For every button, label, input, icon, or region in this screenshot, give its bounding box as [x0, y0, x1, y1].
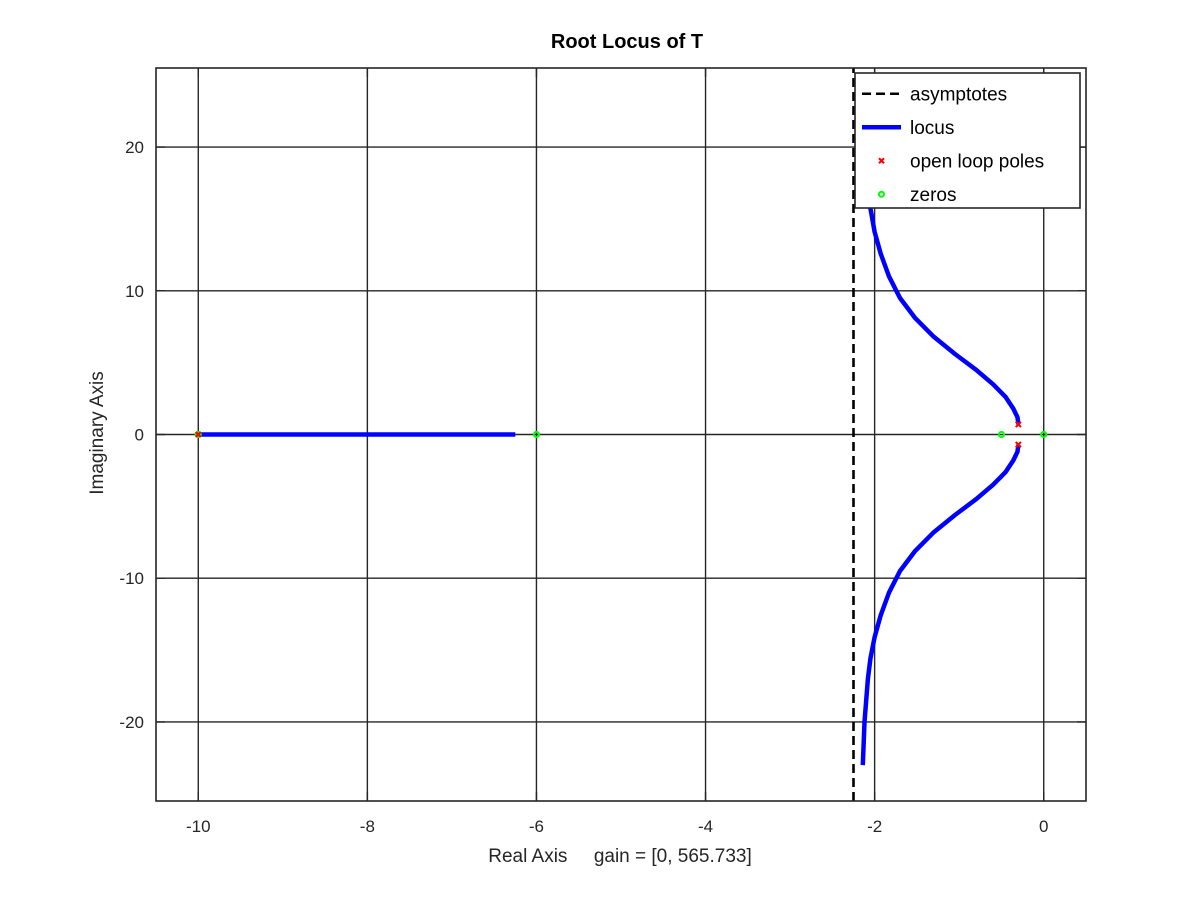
pole-marker [1015, 421, 1022, 428]
pole-marker-stroke [1015, 421, 1022, 428]
locus-branch [860, 444, 1021, 766]
pole-marker [1015, 441, 1022, 448]
x-axis-label: Real Axis gain = [0, 565.733] [488, 846, 752, 867]
y-tick-label: -20 [119, 713, 144, 732]
y-tick-label: -10 [119, 569, 144, 588]
x-tick-label: -4 [698, 817, 713, 836]
legend-label: open loop poles [910, 151, 1044, 172]
legend-label: zeros [910, 185, 956, 206]
y-tick-label: 20 [125, 138, 144, 157]
x-tick-label: -6 [529, 817, 544, 836]
zero-marker [532, 430, 541, 439]
legend-pole-swatch [878, 157, 885, 164]
pole-marker-stroke [1015, 441, 1022, 448]
locus-branch [866, 198, 1021, 425]
pole-marker-stroke [194, 431, 202, 438]
zero-marker [997, 430, 1006, 439]
legend-zero-swatch [878, 190, 885, 198]
legend-pole-stroke [878, 157, 885, 164]
legend-label: locus [910, 118, 954, 139]
chart-title: Root Locus of T [551, 31, 703, 53]
x-tick-label: -8 [360, 817, 375, 836]
legend: asymptotes locus open loop poles zeros [854, 72, 1081, 209]
y-tick-label: 0 [135, 426, 144, 445]
y-axis-label: Imaginary Axis [87, 371, 108, 495]
y-tick-label: 10 [125, 282, 144, 301]
axes-box [155, 67, 1087, 802]
legend-label: asymptotes [910, 84, 1007, 105]
data-layer [194, 68, 1048, 801]
x-tick-label: 0 [1039, 817, 1048, 836]
x-tick-label: -10 [186, 817, 211, 836]
pole-marker [194, 431, 202, 438]
zero-marker [194, 430, 202, 439]
legend-box [854, 72, 1081, 209]
x-tick-label: -2 [867, 817, 882, 836]
zero-marker [1040, 430, 1048, 439]
